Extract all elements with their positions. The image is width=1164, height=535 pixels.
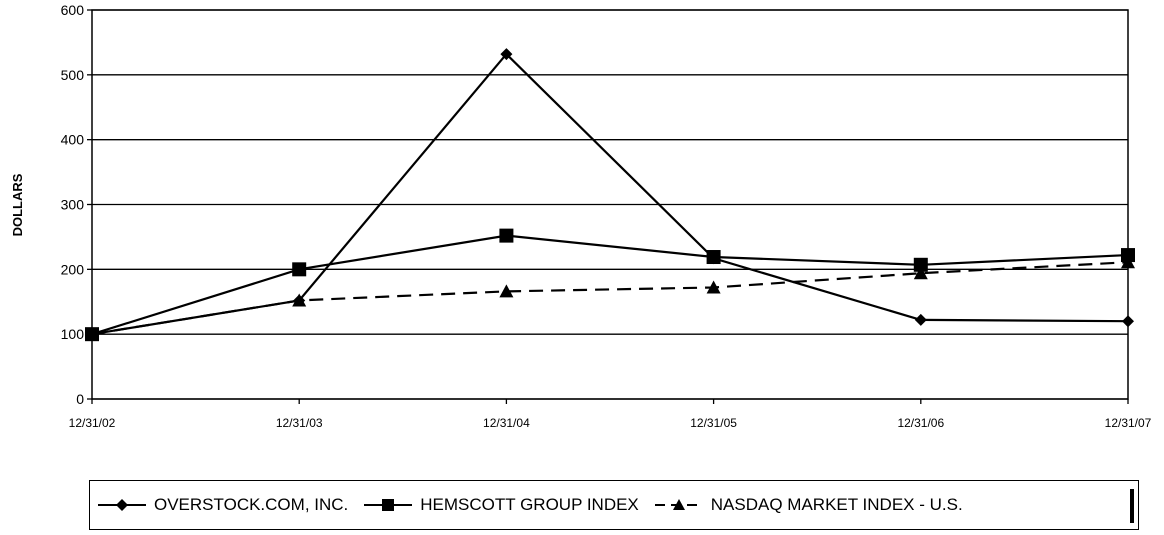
data-point-square — [1121, 248, 1135, 263]
x-tick-label: 12/31/06 — [897, 416, 944, 430]
legend: OVERSTOCK.COM, INC. HEMSCOTT GROUP INDEX… — [89, 480, 1139, 530]
data-point-triangle — [292, 293, 307, 307]
data-point-triangle — [913, 266, 928, 280]
legend-edge-bar — [1130, 489, 1134, 523]
y-tick-label: 100 — [61, 326, 85, 342]
series-line-square — [91, 234, 1129, 336]
y-tick-label: 500 — [61, 67, 85, 83]
y-tick-label: 600 — [61, 2, 85, 18]
x-tick-label: 12/31/07 — [1105, 416, 1152, 430]
legend-swatch-diamond — [98, 499, 146, 511]
data-point-square — [706, 250, 721, 265]
data-point-triangle — [85, 327, 99, 341]
legend-label: NASDAQ MARKET INDEX - U.S. — [710, 495, 963, 514]
legend-item-overstock: OVERSTOCK.COM, INC. — [96, 495, 348, 515]
series-markers — [85, 48, 1135, 342]
y-tick-label: 300 — [61, 197, 85, 213]
x-tick-label: 12/31/03 — [276, 416, 323, 430]
legend-swatch-triangle — [654, 499, 703, 510]
data-point-triangle — [1121, 255, 1135, 269]
data-point-square — [499, 228, 514, 243]
legend-swatch-square — [364, 499, 413, 511]
line-chart: 0 100 200 300 400 500 600 12/31/02 12/31/03 12/31… — [10, 2, 1152, 430]
y-tick-label: 0 — [76, 391, 84, 407]
axes: 0 100 200 300 400 500 600 12/31/02 12/31/03 12/31… — [61, 2, 1152, 430]
data-point-triangle — [499, 284, 514, 298]
x-tick-label: 12/31/05 — [690, 416, 737, 430]
legend-label: OVERSTOCK.COM, INC. — [154, 495, 349, 514]
y-axis-label: DOLLARS — [10, 173, 25, 236]
y-tick-label: 400 — [61, 132, 85, 148]
data-point-diamond — [500, 48, 513, 61]
data-point-triangle — [706, 280, 721, 294]
series-line-triangle — [91, 261, 1129, 336]
series-lines — [91, 52, 1129, 336]
data-point-diamond — [1122, 315, 1134, 328]
legend-item-hemscott: HEMSCOTT GROUP INDEX — [362, 495, 639, 515]
x-tick-label: 12/31/04 — [483, 416, 530, 430]
y-tick-label: 200 — [61, 261, 85, 277]
data-point-diamond — [914, 313, 927, 326]
series-line-diamond — [91, 52, 1129, 336]
legend-item-nasdaq: NASDAQ MARKET INDEX - U.S. — [653, 495, 963, 515]
data-point-square — [913, 257, 928, 272]
x-tick-label: 12/31/02 — [69, 416, 116, 430]
data-point-square — [292, 262, 307, 277]
gridlines — [92, 9, 1128, 400]
legend-label: HEMSCOTT GROUP INDEX — [420, 495, 639, 514]
